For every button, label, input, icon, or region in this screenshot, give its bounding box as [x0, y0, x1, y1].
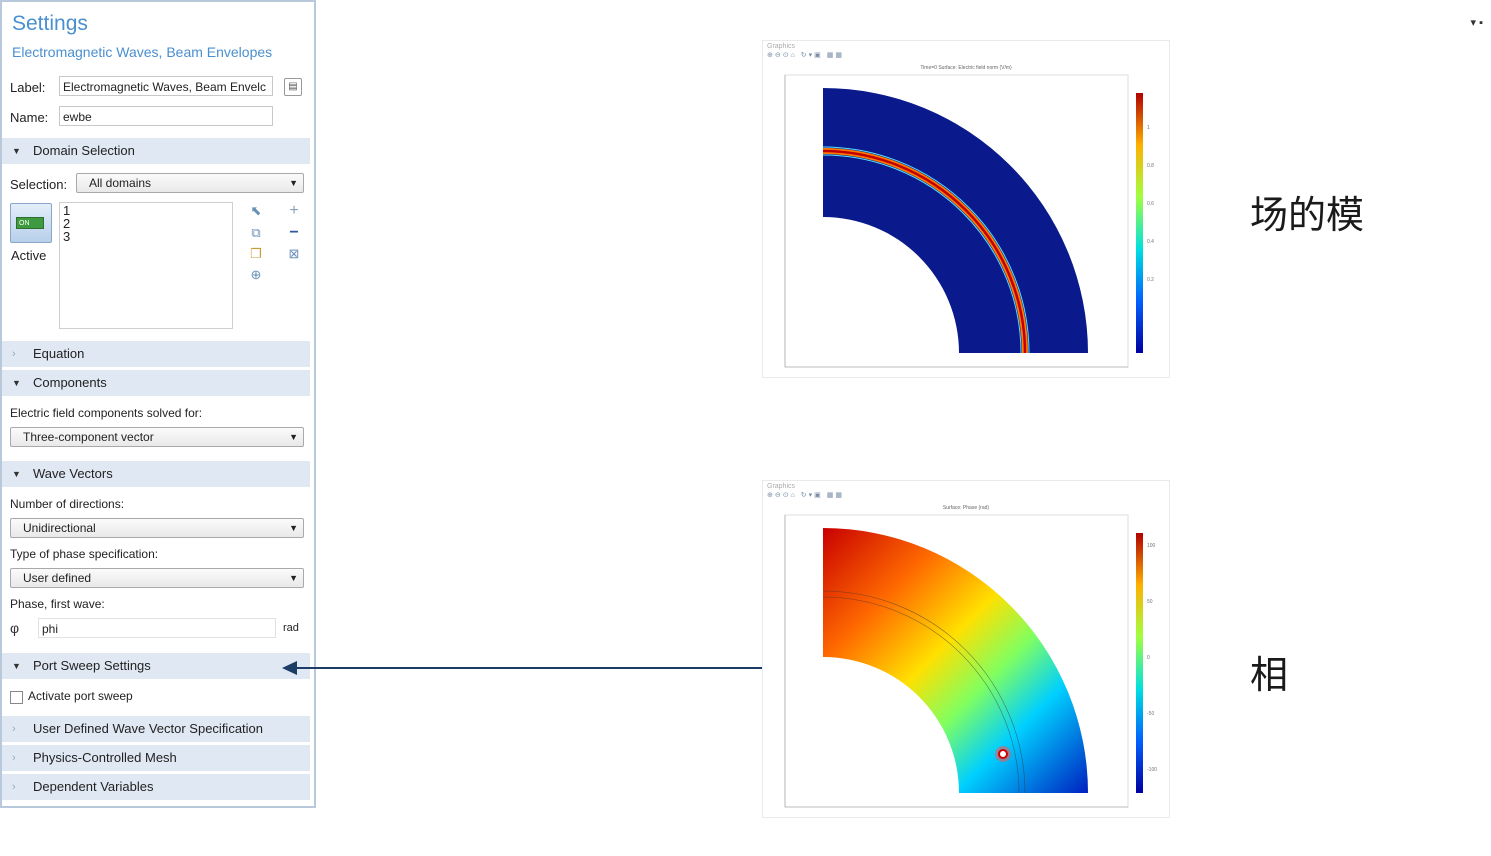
phase-caption: Phase, first wave: — [10, 597, 105, 611]
graphics-window-phase[interactable]: Graphics ⊕⊖⊙⌂ ↻▾▣ ▦▦ Surface: Phase (rad… — [762, 480, 1170, 818]
section-domain-selection[interactable]: ▼ Domain Selection — [2, 138, 310, 164]
expanded-triangle-icon: ▼ — [12, 661, 21, 671]
graphics-toolbar[interactable]: ⊕⊖⊙⌂ ↻▾▣ ▦▦ — [767, 492, 844, 499]
phase-input[interactable]: phi — [38, 618, 276, 638]
phase-unit: rad — [283, 622, 299, 634]
dropdown-arrow-icon: ▼ — [289, 178, 298, 188]
copy-selection-icon[interactable]: ⧉ — [251, 225, 261, 240]
section-label: Equation — [33, 346, 85, 361]
domain-list[interactable]: 1 2 3 — [59, 202, 233, 329]
section-label: Physics-Controlled Mesh — [33, 750, 177, 765]
settings-title: Settings — [12, 12, 88, 35]
plot-title: Surface: Phase (rad) — [942, 505, 990, 511]
section-physics-controlled-mesh[interactable]: › Physics-Controlled Mesh — [2, 745, 310, 771]
graphics-window-magnitude[interactable]: Graphics ⊕⊖⊙⌂ ↻▾▣ ▦▦ Time=0 Surface: Ele… — [762, 40, 1170, 378]
selection-dropdown[interactable]: All domains ▼ — [76, 173, 304, 193]
directions-caption: Number of directions: — [10, 497, 125, 511]
colorbar-tick: 0 — [1147, 655, 1150, 661]
section-label: Components — [33, 375, 107, 390]
settings-panel: Settings ▾ ▪ Electromagnetic Waves, Beam… — [0, 0, 1483, 808]
graphics-window-title: Graphics — [767, 483, 796, 490]
on-switch-icon: ON — [16, 217, 44, 229]
active-toggle-button[interactable]: ON — [10, 203, 52, 243]
edit-label-icon[interactable]: ▤ — [284, 78, 302, 96]
add-to-selection-icon[interactable]: + — [289, 202, 299, 219]
colorbar-tick: 0.6 — [1147, 201, 1154, 207]
section-label: Port Sweep Settings — [33, 658, 151, 673]
collapsed-triangle-icon: › — [12, 348, 16, 360]
directions-value: Unidirectional — [23, 521, 96, 535]
label-input[interactable]: Electromagnetic Waves, Beam Envelc — [59, 76, 273, 96]
field-components-value: Three-component vector — [23, 430, 154, 444]
section-label: Dependent Variables — [33, 779, 154, 794]
graphics-window-title: Graphics — [767, 43, 796, 50]
phi-symbol-icon: φ — [10, 620, 20, 636]
domain-surface — [823, 528, 1088, 793]
colorbar — [1136, 93, 1143, 353]
remove-from-selection-icon[interactable]: − — [289, 224, 299, 241]
active-label: Active — [11, 248, 47, 263]
list-item[interactable]: 1 — [63, 203, 71, 218]
label-caption: Label: — [10, 80, 46, 95]
port-sweep-checkbox-label: Activate port sweep — [28, 689, 133, 703]
section-components[interactable]: ▼ Components — [2, 370, 310, 396]
domain-surface — [823, 88, 1088, 353]
collapsed-triangle-icon: › — [12, 723, 16, 735]
name-input[interactable]: ewbe — [59, 106, 273, 126]
colorbar-tick: -100 — [1147, 767, 1158, 773]
graphics-toolbar[interactable]: ⊕⊖⊙⌂ ↻▾▣ ▦▦ — [767, 52, 844, 59]
section-equation[interactable]: › Equation — [2, 341, 310, 367]
section-user-defined-wave-vector[interactable]: › User Defined Wave Vector Specification — [2, 716, 310, 742]
phase-spec-caption: Type of phase specification: — [10, 547, 159, 561]
select-graphics-icon[interactable]: ⬉ — [250, 203, 262, 218]
phase-spec-value: User defined — [23, 571, 92, 585]
section-label: Domain Selection — [33, 143, 135, 158]
port-sweep-checkbox[interactable] — [10, 691, 23, 704]
name-caption: Name: — [10, 110, 49, 125]
clear-selection-icon[interactable]: ⊠ — [288, 246, 300, 261]
plot-title: Time=0 Surface: Electric field norm (V/m… — [920, 65, 1012, 71]
colorbar-tick: 100 — [1147, 543, 1156, 549]
expanded-triangle-icon: ▼ — [12, 378, 21, 388]
collapsed-triangle-icon: › — [12, 781, 16, 793]
colorbar — [1136, 533, 1143, 793]
section-port-sweep[interactable]: ▼ Port Sweep Settings — [2, 653, 310, 679]
list-item[interactable]: 2 — [63, 216, 71, 231]
dropdown-arrow-icon: ▼ — [289, 573, 298, 583]
collapsed-triangle-icon: › — [12, 752, 16, 764]
colorbar-tick: -50 — [1147, 711, 1155, 717]
dropdown-arrow-icon: ▼ — [289, 432, 298, 442]
magnitude-plot — [784, 74, 1143, 368]
colorbar-tick: 1 — [1147, 125, 1150, 131]
selection-caption: Selection: — [10, 177, 68, 192]
zoom-to-selection-icon[interactable]: ⊕ — [250, 267, 262, 282]
phase-spec-dropdown[interactable]: User defined ▼ — [10, 568, 304, 588]
section-label: User Defined Wave Vector Specification — [33, 721, 264, 736]
link-arrow — [282, 661, 810, 675]
colorbar-tick: 0.8 — [1147, 163, 1154, 169]
field-components-dropdown[interactable]: Three-component vector ▼ — [10, 427, 304, 447]
expanded-triangle-icon: ▼ — [12, 146, 21, 156]
colorbar-tick: 0.2 — [1147, 277, 1154, 283]
settings-subtitle: Electromagnetic Waves, Beam Envelopes — [12, 44, 273, 60]
dropdown-arrow-icon: ▼ — [289, 523, 298, 533]
expanded-triangle-icon: ▼ — [12, 469, 21, 479]
phase-plot — [784, 514, 1143, 808]
colorbar-tick: 0.4 — [1147, 239, 1154, 245]
section-dependent-variables[interactable]: › Dependent Variables — [2, 774, 310, 800]
section-wave-vectors[interactable]: ▼ Wave Vectors — [2, 461, 310, 487]
selection-value: All domains — [89, 176, 152, 190]
field-components-caption: Electric field components solved for: — [10, 406, 203, 420]
magnitude-annotation: 场的模 — [1250, 193, 1365, 237]
list-item[interactable]: 3 — [63, 229, 71, 244]
section-label: Wave Vectors — [33, 466, 113, 481]
phase-annotation: 相 — [1250, 653, 1289, 697]
directions-dropdown[interactable]: Unidirectional ▼ — [10, 518, 304, 538]
paste-selection-icon[interactable]: ❐ — [250, 246, 262, 261]
colorbar-tick: 50 — [1147, 599, 1153, 605]
